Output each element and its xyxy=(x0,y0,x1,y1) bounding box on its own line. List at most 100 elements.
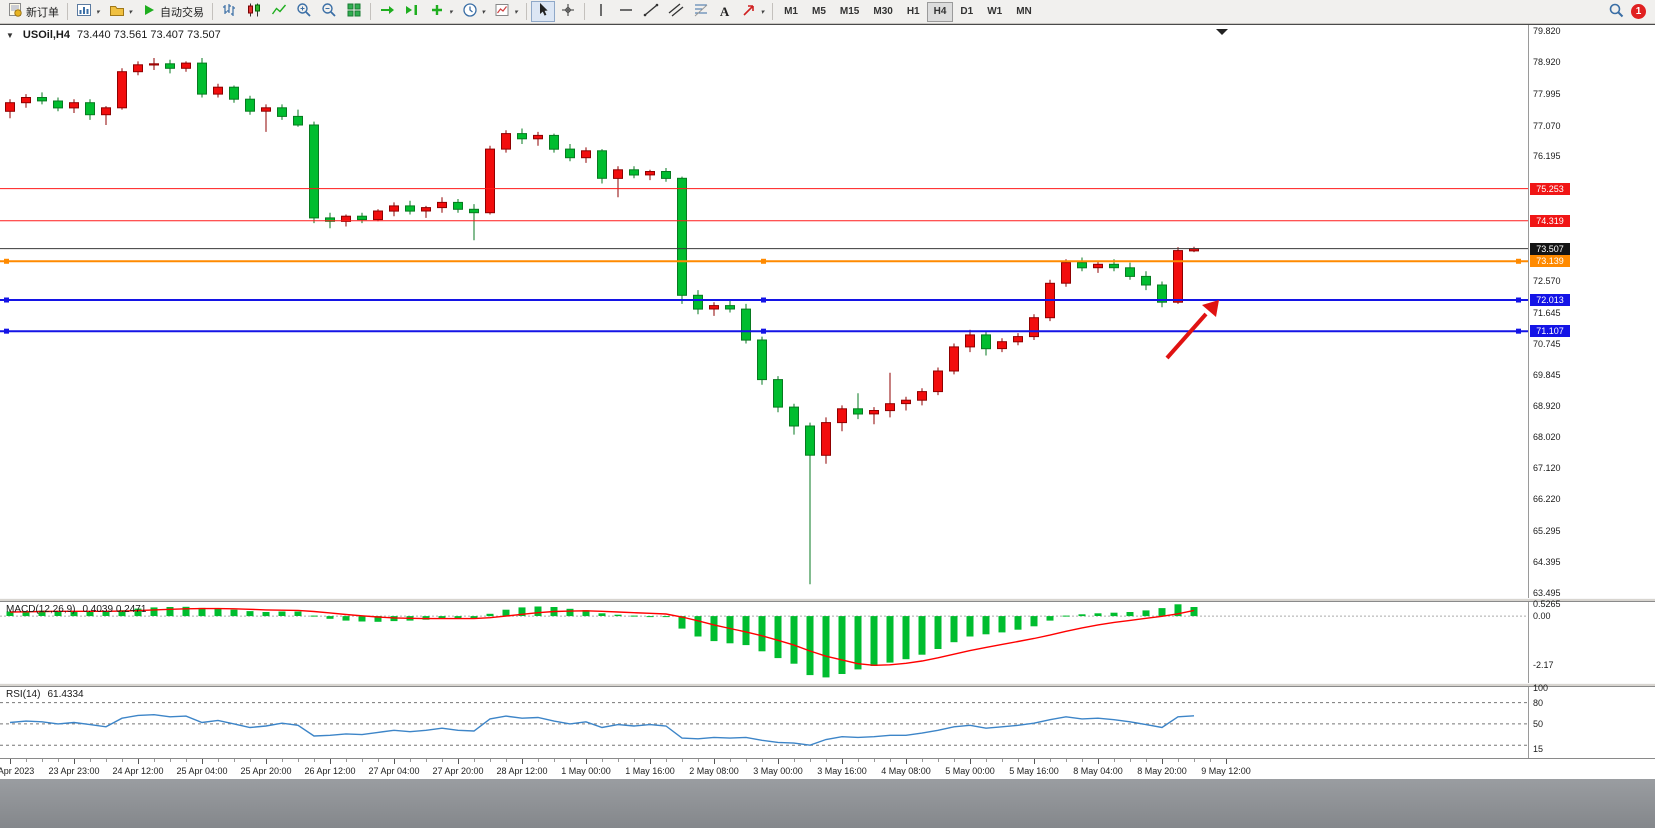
price-scale-label: 67.120 xyxy=(1533,463,1561,474)
macd-panel[interactable]: MACD(12,26,9) 0.4039 0.2471 xyxy=(0,602,1528,683)
new-order-icon xyxy=(7,2,23,21)
timeframe-button-m30[interactable]: M30 xyxy=(866,2,899,22)
horizontal-line-button[interactable] xyxy=(614,1,638,22)
macd-scale[interactable]: 0.5265 0.00 -2.17 xyxy=(1528,599,1655,683)
bar-chart-button[interactable] xyxy=(217,1,241,22)
time-tick xyxy=(218,759,219,762)
time-tick xyxy=(746,759,747,762)
vertical-line-button[interactable] xyxy=(589,1,613,22)
main-chart-canvas[interactable]: ▼ USOil,H4 73.440 73.561 73.407 73.507 xyxy=(0,25,1528,598)
dropdown-caret-icon: ▾ xyxy=(96,8,100,16)
indicators-button[interactable]: ▾ xyxy=(425,1,457,22)
collapse-chart-icon[interactable]: ▼ xyxy=(6,30,14,40)
time-tick xyxy=(1226,759,1227,764)
price-scale-label: 64.395 xyxy=(1533,557,1561,568)
zoom-in-button[interactable] xyxy=(292,1,316,22)
time-tick xyxy=(1098,759,1099,764)
dropdown-caret-icon: ▾ xyxy=(449,8,453,16)
time-label: 25 Apr 20:00 xyxy=(240,766,292,776)
zoom-out-button[interactable] xyxy=(317,1,341,22)
time-tick xyxy=(858,759,859,762)
auto-trading-button[interactable]: 自动交易 xyxy=(137,1,208,22)
new-chart-button[interactable]: ▾ xyxy=(72,1,104,22)
zoom-out-icon xyxy=(321,2,337,21)
trendline-button[interactable] xyxy=(639,1,663,22)
price-scale-label: 66.220 xyxy=(1533,494,1561,505)
line-chart-button[interactable] xyxy=(267,1,291,22)
timeframe-button-mn[interactable]: MN xyxy=(1009,2,1039,22)
profiles-button[interactable]: ▾ xyxy=(105,1,137,22)
channel-button[interactable] xyxy=(664,1,688,22)
time-axis[interactable]: 21 Apr 2023 23 Apr 23:00 24 Apr 12:00 25 Ap… xyxy=(0,758,1655,780)
time-tick xyxy=(522,759,523,764)
tile-windows-icon xyxy=(346,2,362,21)
price-scale[interactable]: 79.820 78.920 77.995 77.070 76.195 72.570 71.6… xyxy=(1528,25,1655,598)
templates-button[interactable]: ▾ xyxy=(490,1,522,22)
timeframe-button-h4[interactable]: H4 xyxy=(926,1,954,22)
price-scale-label: 70.745 xyxy=(1533,338,1561,349)
time-tick xyxy=(202,759,203,764)
chart-title: USOil,H4 xyxy=(22,29,70,41)
arrows-tool-button[interactable]: ▾ xyxy=(737,1,769,22)
zoom-in-icon xyxy=(296,2,312,21)
crosshair-icon xyxy=(560,2,576,21)
time-tick xyxy=(922,759,923,762)
timeframe-button-m1[interactable]: M1 xyxy=(777,2,805,22)
price-scale-label: 69.845 xyxy=(1533,369,1561,380)
time-tick xyxy=(554,759,555,762)
search-button[interactable] xyxy=(1604,1,1628,22)
time-tick xyxy=(538,759,539,762)
time-tick xyxy=(730,759,731,762)
fibonacci-icon xyxy=(693,2,709,21)
new-order-button[interactable]: 新订单 xyxy=(3,1,63,22)
timeframe-button-w1[interactable]: W1 xyxy=(980,2,1009,22)
notification-badge[interactable]: 1 xyxy=(1631,4,1646,19)
auto-scroll-icon xyxy=(379,2,395,21)
auto-scroll-button[interactable] xyxy=(375,1,399,22)
time-tick xyxy=(26,759,27,762)
timeframe-button-h1[interactable]: H1 xyxy=(900,2,927,22)
time-tick xyxy=(570,759,571,762)
rsi-panel[interactable]: RSI(14) 61.4334 xyxy=(0,687,1528,758)
periods-button[interactable]: ▾ xyxy=(458,1,490,22)
macd-label: MACD(12,26,9) xyxy=(6,604,76,615)
time-tick xyxy=(170,759,171,762)
timeframe-button-d1[interactable]: D1 xyxy=(953,2,980,22)
rsi-scale-label: 100 xyxy=(1533,683,1549,694)
panel-divider[interactable] xyxy=(0,683,1655,687)
time-tick xyxy=(90,759,91,762)
macd-scale-label: -2.17 xyxy=(1533,660,1554,671)
time-tick xyxy=(250,759,251,762)
chart-profiles-icon xyxy=(109,2,125,21)
chart-header: ▼ USOil,H4 73.440 73.561 73.407 73.507 xyxy=(6,29,221,41)
text-tool-button[interactable]: A xyxy=(714,1,736,22)
time-tick xyxy=(618,759,619,762)
price-scale-label: 79.820 xyxy=(1533,26,1561,37)
time-tick xyxy=(634,759,635,762)
candlestick-chart-button[interactable] xyxy=(242,1,266,22)
rsi-scale[interactable]: 100 80 50 15 xyxy=(1528,683,1655,758)
chart-shift-button[interactable] xyxy=(400,1,424,22)
timeframe-button-m5[interactable]: M5 xyxy=(805,2,833,22)
chart-ohlc-values: 73.440 73.561 73.407 73.507 xyxy=(77,29,221,41)
time-tick xyxy=(1050,759,1051,762)
time-label: 21 Apr 2023 xyxy=(0,766,35,776)
timeframe-button-m15[interactable]: M15 xyxy=(833,2,866,22)
toolbar-separator xyxy=(525,3,527,20)
fibonacci-button[interactable] xyxy=(689,1,713,22)
dropdown-caret-icon: ▾ xyxy=(481,8,486,16)
panel-divider[interactable] xyxy=(0,598,1655,602)
toolbar-separator xyxy=(67,3,68,20)
search-icon xyxy=(1608,2,1624,21)
new-chart-icon xyxy=(76,2,92,21)
cursor-button[interactable] xyxy=(530,1,555,22)
chart-region: ▼ USOil,H4 73.440 73.561 73.407 73.507 7… xyxy=(0,24,1655,780)
time-tick xyxy=(1018,759,1019,762)
price-scale-label: 63.495 xyxy=(1533,588,1561,598)
time-tick xyxy=(842,759,843,764)
crosshair-button[interactable] xyxy=(556,1,580,22)
tile-windows-button[interactable] xyxy=(342,1,366,22)
time-tick xyxy=(682,759,683,762)
time-tick xyxy=(74,759,75,764)
toolbar-separator xyxy=(212,3,214,20)
